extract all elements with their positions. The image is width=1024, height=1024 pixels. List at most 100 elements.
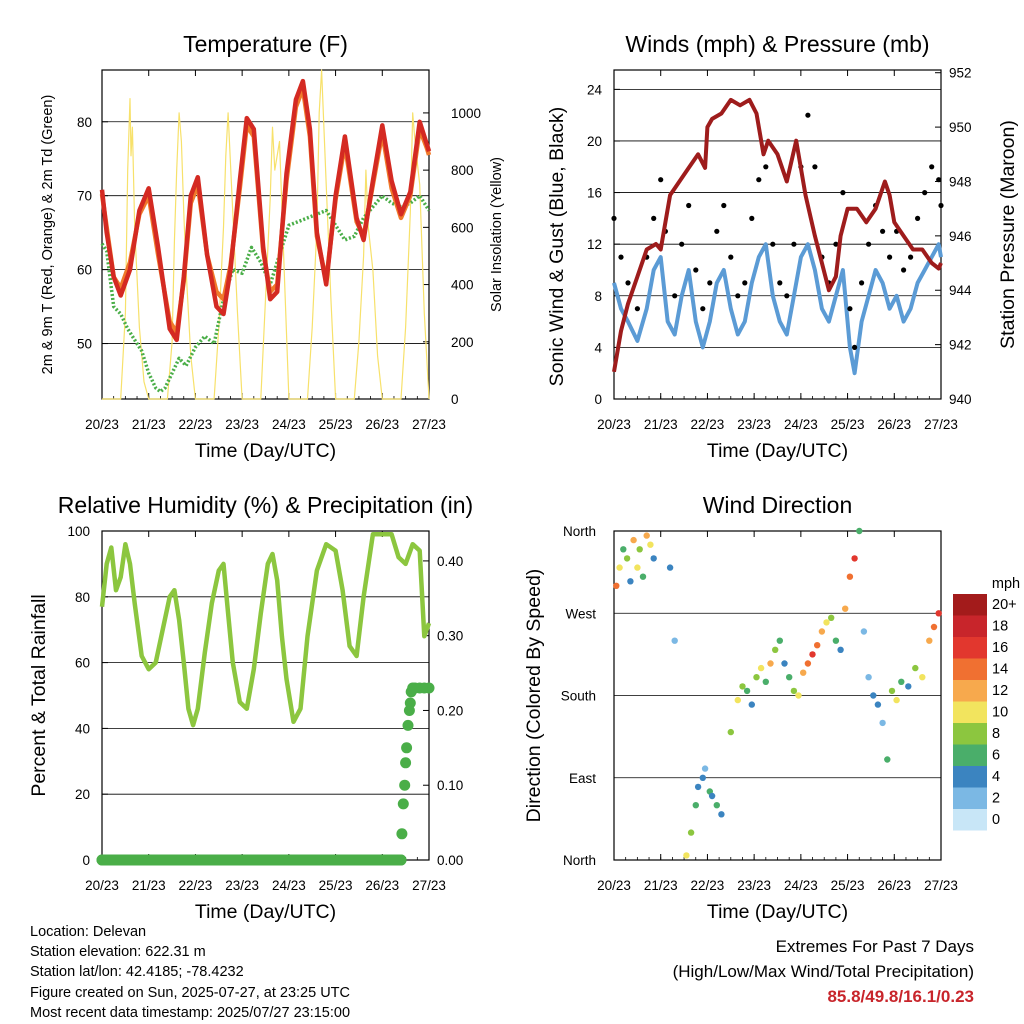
colorbar-swatch-0 — [953, 594, 987, 616]
precip-point-9 — [306, 854, 318, 866]
direction-point-3 — [623, 555, 631, 562]
gust-point-24 — [784, 293, 790, 299]
extremes-title: Extremes For Past 7 Days — [775, 937, 974, 956]
direction-point-66 — [935, 610, 942, 617]
colorbar-label-10: 0 — [992, 812, 1000, 828]
chart-title-2: Winds (mph) & Pressure (mb) — [625, 31, 929, 57]
direction-point-7 — [636, 546, 643, 553]
direction-point-53 — [865, 674, 872, 681]
precip-point-0 — [96, 854, 108, 866]
direction-point-58 — [888, 687, 896, 695]
direction-point-0 — [613, 582, 620, 589]
y2-tick-label-1-4: 800 — [451, 163, 474, 178]
series-line-2-pressure — [612, 97, 943, 373]
gust-point-6 — [658, 177, 664, 183]
direction-point-14 — [683, 852, 690, 859]
y2-tick-label-2-0: 940 — [949, 392, 972, 407]
direction-point-9 — [643, 532, 650, 539]
direction-point-57 — [884, 756, 891, 763]
plot-frame-1 — [101, 69, 430, 400]
x-tick-label-3-5: 25/23 — [319, 878, 353, 893]
direction-point-12 — [666, 564, 674, 571]
direction-point-63 — [919, 674, 926, 681]
x-tick-label-1-7: 27/23 — [412, 417, 446, 432]
y-tick-label-3-3: 60 — [75, 656, 90, 671]
y-tick-label-4-1: East — [569, 771, 596, 786]
gust-point-47 — [938, 202, 944, 209]
direction-point-49 — [846, 573, 854, 580]
direction-point-33 — [772, 646, 779, 653]
y2-tick-label-2-6: 952 — [949, 66, 972, 81]
gust-point-36 — [866, 241, 872, 247]
precip-point-2 — [143, 854, 155, 866]
gust-point-34 — [852, 344, 858, 350]
direction-point-59 — [893, 696, 900, 704]
precip-point-17 — [399, 779, 411, 791]
y2-tick-label-1-0: 0 — [451, 392, 459, 407]
colorbar-label-1: 18 — [992, 619, 1008, 635]
y-tick-label-1-1: 60 — [77, 263, 92, 278]
x-tick-label-3-1: 21/23 — [132, 878, 166, 893]
direction-point-27 — [743, 687, 751, 695]
y2-tick-label-2-3: 946 — [949, 229, 972, 244]
extremes-subtitle: (High/Low/Max Wind/Total Precipitation) — [672, 962, 974, 981]
colorbar-label-7: 6 — [992, 748, 1000, 764]
direction-point-13 — [671, 637, 678, 644]
direction-point-2 — [620, 546, 627, 553]
gust-point-28 — [812, 164, 818, 170]
y-axis-label-1: 2m & 9m T (Red, Orange) & 2m Td (Green) — [40, 95, 56, 375]
gust-point-18 — [742, 280, 748, 286]
direction-point-11 — [650, 555, 657, 562]
y-tick-label-3-1: 20 — [75, 787, 90, 802]
x-tick-label-1-2: 22/23 — [179, 417, 213, 432]
direction-point-61 — [905, 683, 912, 690]
precip-point-19 — [401, 742, 413, 754]
x-tick-label-3-4: 24/23 — [272, 878, 306, 893]
direction-point-35 — [781, 660, 788, 667]
direction-point-25 — [734, 696, 741, 704]
colorbar-swatch-8 — [953, 766, 987, 788]
x-tick-label-2-4: 24/23 — [784, 417, 818, 432]
precip-point-14 — [395, 854, 407, 866]
y-tick-label-2-6: 24 — [587, 82, 603, 97]
y2-tick-label-1-5: 1000 — [451, 106, 481, 121]
direction-point-10 — [647, 541, 654, 548]
colorbar-swatch-10 — [953, 809, 987, 831]
x-tick-label-3-0: 20/23 — [85, 878, 119, 893]
gust-point-3 — [634, 306, 641, 312]
direction-point-31 — [762, 678, 769, 685]
precip-point-7 — [260, 854, 271, 866]
precip-point-15 — [396, 828, 408, 840]
recent-text: Most recent data timestamp: 2025/07/27 2… — [30, 1004, 351, 1021]
direction-point-8 — [639, 573, 647, 580]
precip-point-5 — [213, 854, 225, 866]
gust-point-14 — [714, 228, 720, 234]
direction-point-22 — [713, 802, 720, 809]
direction-point-19 — [701, 765, 709, 772]
x-tick-label-4-0: 20/23 — [597, 878, 631, 893]
y2-axis-label-2: Station Pressure (Maroon) — [997, 120, 1019, 349]
x-tick-label-1-5: 25/23 — [319, 417, 353, 432]
gust-point-10 — [686, 202, 692, 209]
direction-point-41 — [809, 651, 816, 658]
precip-point-20 — [402, 719, 414, 731]
gust-point-43 — [915, 215, 921, 221]
direction-point-6 — [634, 564, 641, 571]
y2-tick-label-2-2: 944 — [949, 283, 972, 298]
y-tick-label-1-2: 70 — [77, 189, 92, 204]
direction-point-34 — [776, 637, 783, 644]
y-tick-label-3-2: 40 — [75, 721, 90, 736]
gust-point-27 — [805, 112, 811, 118]
gust-point-22 — [770, 241, 776, 247]
precip-point-3 — [166, 854, 178, 866]
gust-point-15 — [721, 202, 727, 209]
y-tick-label-1-0: 50 — [77, 337, 92, 352]
direction-point-47 — [837, 646, 844, 653]
gust-point-20 — [756, 177, 762, 183]
gust-point-16 — [728, 254, 734, 260]
direction-point-39 — [800, 669, 807, 676]
colorbar-swatch-7 — [953, 744, 987, 766]
precip-point-6 — [236, 854, 248, 866]
x-tick-label-2-7: 27/23 — [924, 417, 958, 432]
